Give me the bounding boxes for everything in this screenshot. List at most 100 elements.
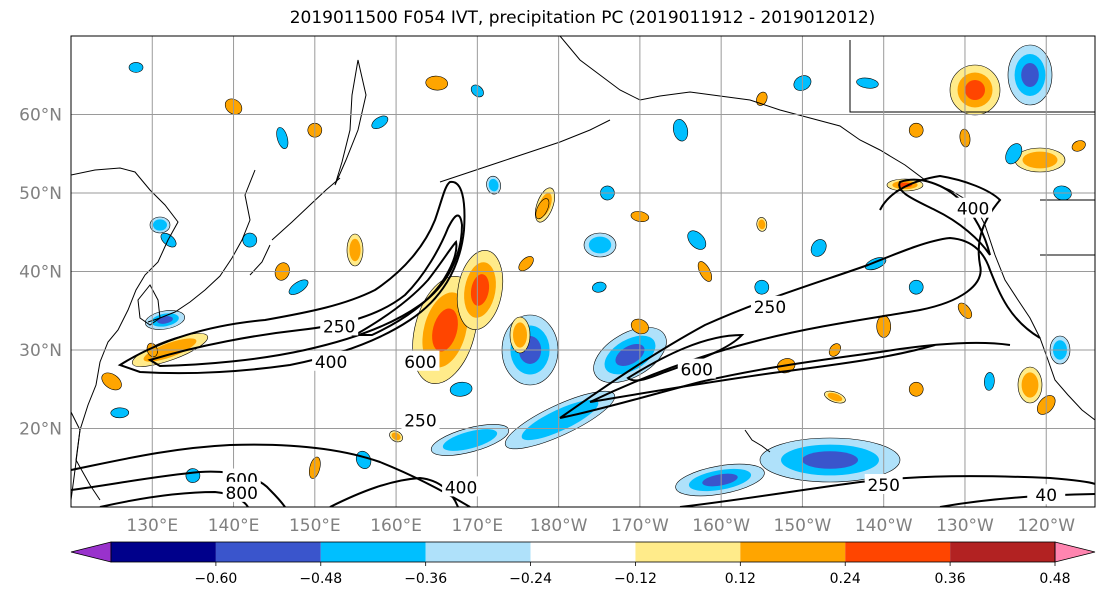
shading-level xyxy=(101,372,122,391)
colorbar-tick-label: 0.48 xyxy=(1039,571,1070,587)
contour-label-background xyxy=(954,197,993,218)
shading-level xyxy=(160,232,177,248)
shading-level xyxy=(802,451,858,469)
precip-cell xyxy=(908,381,924,397)
contour-label-background xyxy=(222,481,261,502)
colorbar-frame xyxy=(110,541,1056,563)
shading-level xyxy=(1021,63,1039,87)
shading-level xyxy=(588,236,612,254)
contour-label: 600 xyxy=(681,361,713,381)
latitude-tick-label: 30°N xyxy=(19,341,62,361)
coastlines xyxy=(71,36,1095,501)
contour-south-400 xyxy=(329,476,459,507)
positive-anomaly-small-1 xyxy=(509,316,531,354)
shading-level xyxy=(535,198,550,220)
shading-level xyxy=(110,407,130,419)
precip-cell xyxy=(128,62,144,73)
colorbar-bin xyxy=(320,542,426,562)
shading-level xyxy=(513,322,527,348)
ivt-contours xyxy=(71,174,1095,507)
precip-cell xyxy=(160,232,177,248)
precip-cell xyxy=(856,77,879,89)
colorbar-extend-min xyxy=(70,541,112,563)
precip-cell xyxy=(754,279,770,295)
colorbar-bin xyxy=(635,542,741,562)
contour-label: 400 xyxy=(957,200,989,220)
precip-cell xyxy=(425,75,448,91)
positive-anomaly-central-pacific-north xyxy=(456,250,504,330)
colorbar-bin xyxy=(530,542,636,562)
precip-cell xyxy=(242,232,258,248)
contour-label-background xyxy=(750,295,789,316)
contour-southeast-400 xyxy=(939,493,1095,507)
precip-cell xyxy=(810,239,827,257)
longitude-tick-label: 160°W xyxy=(692,516,750,536)
negative-anomaly-south xyxy=(675,463,765,497)
longitude-tick-label: 180°W xyxy=(530,516,588,536)
negative-band-subtropics xyxy=(504,390,616,450)
colorbar-bin xyxy=(425,542,531,562)
shading-level xyxy=(371,115,389,130)
shading-level xyxy=(908,122,924,138)
shading-level xyxy=(425,75,448,91)
philippines xyxy=(71,411,101,501)
shading-level xyxy=(518,256,534,272)
shading-level xyxy=(592,281,607,293)
shading-level xyxy=(442,429,498,451)
contour-jet-west-250 xyxy=(117,180,466,375)
shading-level xyxy=(908,381,924,397)
shading-level xyxy=(185,468,201,483)
contour-southeast-250 xyxy=(679,475,1095,507)
shading-level xyxy=(672,119,689,142)
positive-anomaly-california-offshore xyxy=(1017,366,1043,404)
shading-level xyxy=(1005,143,1023,165)
precip-cell xyxy=(371,115,389,130)
negative-anomaly-northeast xyxy=(583,232,617,258)
contour-label: 600 xyxy=(404,353,436,373)
japan xyxy=(147,169,271,323)
longitude-tick-label: 160°E xyxy=(370,516,422,536)
longitude-tick-label: 140°W xyxy=(855,516,913,536)
contour-label: 800 xyxy=(225,484,257,504)
positive-anomaly-kamchatka-south xyxy=(346,233,364,267)
negative-band-subtropics-west xyxy=(430,424,510,456)
longitude-tick-label: 170°W xyxy=(611,516,669,536)
colorbar-tick-label: −0.48 xyxy=(299,571,342,587)
precip-cell xyxy=(687,230,707,250)
figure-title: 2019011500 F054 IVT, precipitation PC (2… xyxy=(289,8,876,28)
contour-label-background xyxy=(312,350,351,371)
shading-level xyxy=(827,392,843,402)
shading-level xyxy=(1022,151,1058,169)
shading-level xyxy=(810,239,827,257)
latitude-tick-label: 20°N xyxy=(19,420,62,440)
korea xyxy=(137,284,161,326)
colorbar: −0.60 −0.48 −0.36 −0.24 −0.12 0.12 0.24 0.36 0.4… xyxy=(70,541,1096,587)
asia-coast xyxy=(71,167,179,501)
shading-level xyxy=(1071,140,1086,152)
contour-label: 250 xyxy=(754,298,786,318)
shading-level xyxy=(153,219,167,231)
colorbar-bin xyxy=(215,542,321,562)
shading-level xyxy=(449,381,473,397)
contour-label-background xyxy=(1027,484,1066,505)
latitude-tick-label: 40°N xyxy=(19,263,62,283)
shading-level xyxy=(470,274,490,306)
contour-label: 400 xyxy=(445,478,477,498)
contour-label-background xyxy=(677,358,716,379)
precip-cell xyxy=(110,407,130,419)
negative-anomaly-japan xyxy=(144,310,186,330)
shading-level xyxy=(128,62,144,73)
negative-anomaly-sea-of-japan xyxy=(149,216,171,234)
contour-label-background xyxy=(401,409,440,430)
longitude-tick-label: 150°E xyxy=(289,516,341,536)
shading-level xyxy=(349,238,361,262)
contour-jet-east-600 xyxy=(626,333,745,382)
longitude-tick-label: 170°E xyxy=(451,516,503,536)
latitude-tick-label: 60°N xyxy=(19,106,62,126)
latitude-tick-label: 50°N xyxy=(19,184,62,204)
longitude-tick-label: 150°W xyxy=(774,516,832,536)
contour-label: 250 xyxy=(323,317,355,337)
map-frame xyxy=(70,35,1096,508)
